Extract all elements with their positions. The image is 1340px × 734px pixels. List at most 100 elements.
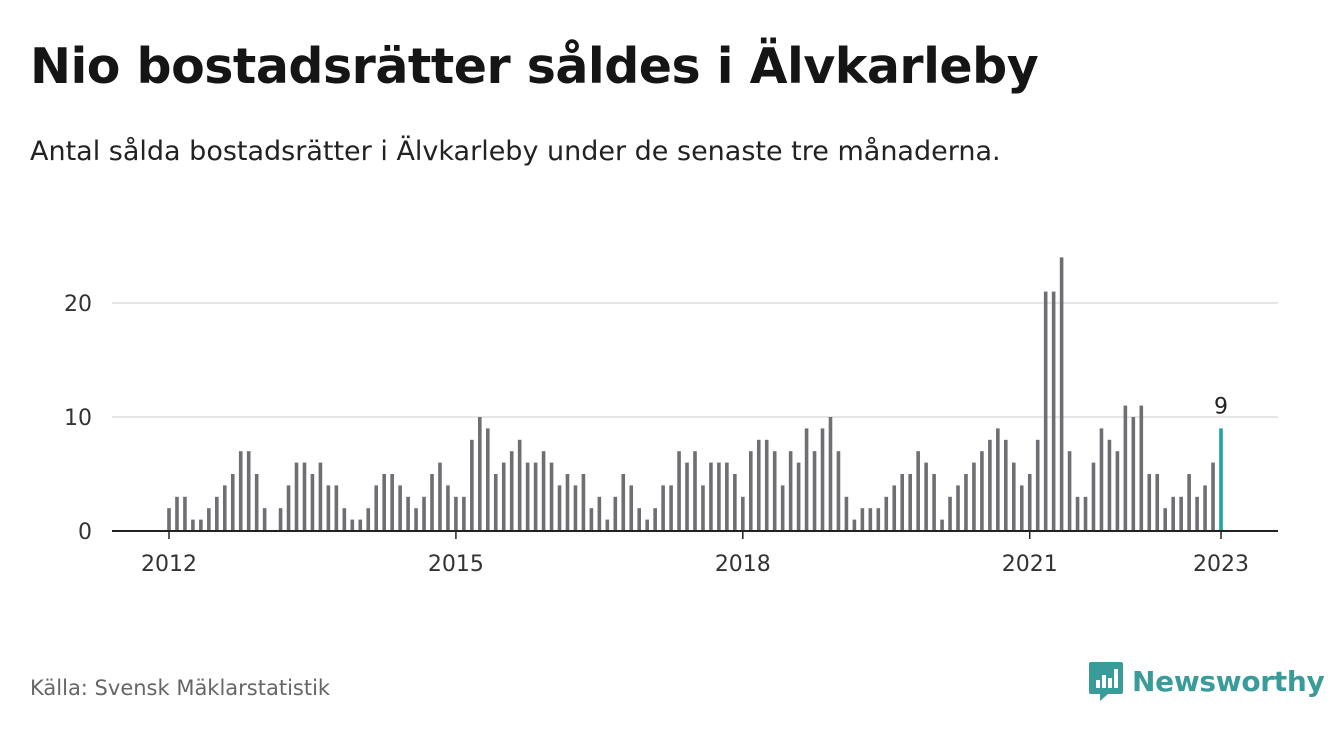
source-note: Källa: Svensk Mäklarstatistik (30, 676, 331, 700)
bar (836, 451, 841, 531)
x-tick-label: 2021 (1002, 552, 1058, 577)
bar (230, 474, 235, 531)
bar (988, 439, 992, 531)
bar (605, 519, 610, 531)
bar (246, 451, 251, 531)
bar (414, 508, 418, 531)
bar (350, 519, 355, 531)
bar (796, 462, 801, 531)
bar (342, 508, 347, 531)
bar (972, 462, 976, 531)
bar (565, 474, 570, 531)
bar (334, 485, 339, 531)
bar (741, 496, 745, 531)
bar (948, 496, 952, 531)
bar (390, 474, 394, 531)
bar (980, 451, 984, 531)
bar (207, 508, 211, 531)
bar (1195, 496, 1199, 531)
y-tick-label: 10 (64, 406, 92, 431)
bar (175, 496, 179, 531)
bar (709, 462, 713, 531)
bar (581, 474, 586, 531)
bar (183, 496, 187, 531)
bar (1171, 496, 1175, 531)
bar (645, 519, 649, 531)
gridlines (112, 302, 1278, 418)
bar (406, 496, 410, 531)
bar (470, 439, 474, 531)
bar (302, 462, 307, 531)
bar (438, 462, 442, 531)
bar (1155, 474, 1160, 531)
bars (167, 257, 1223, 531)
bar (876, 508, 881, 531)
bar (1131, 417, 1136, 531)
brand-logo[interactable]: Newsworthy (1088, 660, 1325, 702)
bar (964, 474, 968, 531)
bar (717, 462, 721, 531)
chart-title: Nio bostadsrätter såldes i Älvkarleby (30, 38, 1039, 95)
bar (597, 496, 602, 531)
chart-subtitle: Antal sålda bostadsrätter i Älvkarleby u… (30, 136, 1001, 167)
axis-ticks: 0 10 20 2012 2015 2018 2021 2023 (64, 292, 1249, 577)
x-tick-label: 2018 (715, 552, 771, 577)
bar-highlighted (1219, 428, 1223, 531)
bar (669, 485, 673, 531)
bar (222, 485, 227, 531)
bar (844, 496, 849, 531)
bar (167, 508, 171, 531)
bar (956, 485, 960, 531)
bar (1075, 496, 1080, 531)
bar (1043, 291, 1048, 531)
bar (892, 485, 897, 531)
bar (725, 462, 729, 531)
bar (916, 451, 920, 531)
bar (238, 451, 243, 531)
bar (1099, 428, 1104, 531)
bar (1179, 496, 1183, 531)
bar (326, 485, 331, 531)
bar (517, 439, 522, 531)
annotations: 9 (1214, 394, 1228, 419)
bar (780, 485, 785, 531)
last-value-label: 9 (1214, 394, 1228, 419)
bar (764, 439, 769, 531)
bar (278, 508, 283, 531)
bar (860, 508, 865, 531)
bar (1147, 474, 1152, 531)
bar (820, 428, 825, 531)
bar (1035, 439, 1040, 531)
bar (501, 462, 506, 531)
bar (852, 519, 857, 531)
bar (358, 519, 363, 531)
bar (573, 485, 578, 531)
bar (1083, 496, 1088, 531)
bar (286, 485, 291, 531)
bar (549, 462, 554, 531)
y-tick-label: 20 (64, 292, 92, 317)
bar (733, 474, 737, 531)
bar (1211, 462, 1215, 531)
bar (1163, 508, 1168, 531)
bar (1203, 485, 1207, 531)
bar (1059, 257, 1064, 531)
bar (294, 462, 299, 531)
bar (629, 485, 634, 531)
bar (1187, 474, 1191, 531)
bar (868, 508, 873, 531)
x-tick-label: 2012 (141, 552, 197, 577)
bar (422, 496, 426, 531)
bar (533, 462, 538, 531)
bar (637, 508, 642, 531)
bar (661, 485, 665, 531)
bar (1004, 439, 1008, 531)
y-tick-label: 0 (78, 520, 92, 545)
bar (1051, 291, 1056, 531)
bar (924, 462, 928, 531)
bar (908, 474, 912, 531)
bar (621, 474, 626, 531)
bar (884, 496, 889, 531)
bar (541, 451, 546, 531)
